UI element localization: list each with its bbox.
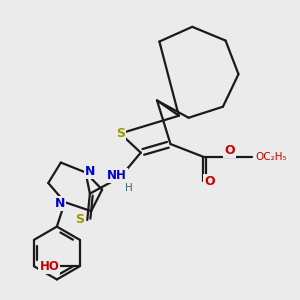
Text: S: S [76,213,85,226]
Text: S: S [116,127,125,140]
Text: O: O [224,143,235,157]
Text: H: H [125,183,133,193]
Text: OC₂H₅: OC₂H₅ [255,152,286,162]
Text: O: O [204,175,215,188]
Text: N: N [85,165,95,178]
Text: HO: HO [39,260,59,273]
Text: N: N [55,197,65,210]
Text: NH: NH [107,169,127,182]
